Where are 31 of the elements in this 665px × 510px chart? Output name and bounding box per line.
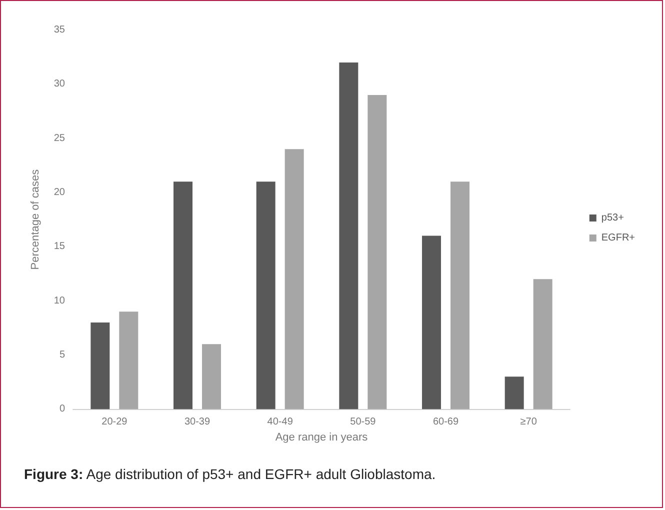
x-tick-label: 30-39: [184, 416, 210, 428]
legend-label: EGFR+: [601, 232, 636, 244]
bar: [339, 62, 358, 410]
y-axis-title: Percentage of cases: [30, 168, 42, 270]
y-tick-label: 30: [54, 78, 66, 90]
bar: [368, 94, 387, 410]
y-tick-label: 0: [59, 404, 66, 415]
x-tick-label: 40-49: [267, 416, 294, 428]
bar: [174, 182, 192, 410]
x-tick-label: 50-59: [350, 416, 376, 428]
bar: [533, 279, 552, 410]
bar: [90, 322, 110, 410]
y-tick-label: 10: [54, 295, 66, 306]
y-tick-label: 35: [54, 24, 66, 36]
y-tick-label: 5: [59, 349, 66, 360]
bar: [450, 182, 470, 410]
bar: [284, 149, 304, 410]
caption: Figure 3: Age distribution of p53+ and EGFR+ adult Glioblastoma.: [24, 466, 436, 482]
bar: [202, 344, 221, 410]
x-tick-label: 60-69: [432, 416, 459, 428]
bar: [256, 182, 276, 410]
y-tick-label: 25: [54, 132, 66, 144]
x-axis-title: Age range in years: [275, 432, 368, 444]
x-tick-label: ≥70: [520, 416, 538, 428]
legend-label: p53+: [601, 212, 624, 224]
bar: [119, 312, 138, 410]
x-tick-label: 20-29: [102, 416, 128, 428]
y-tick-label: 20: [54, 186, 66, 198]
y-tick-label: 15: [54, 241, 66, 252]
bar: [422, 236, 441, 410]
bar: [504, 376, 524, 410]
